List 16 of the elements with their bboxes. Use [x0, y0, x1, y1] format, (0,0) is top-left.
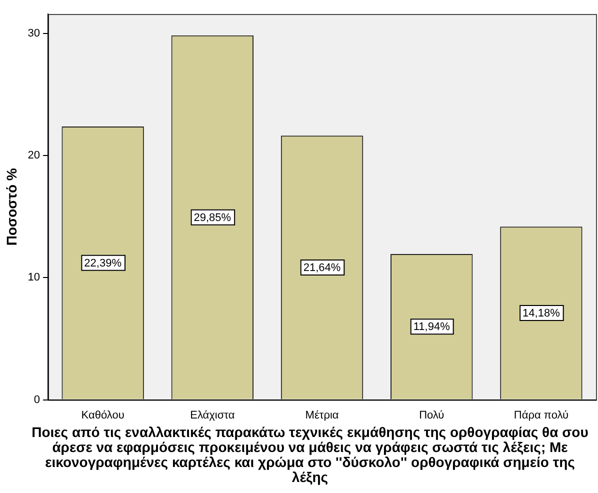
data-label: 29,85%	[194, 212, 232, 224]
data-label: 21,64%	[303, 262, 341, 274]
y-tick-label: 10	[28, 272, 40, 284]
x-tick-label: Πολύ	[419, 409, 444, 422]
y-tick-label: 20	[28, 150, 40, 162]
y-axis-title: Ποσοστό %	[3, 168, 20, 246]
data-label: 14,18%	[522, 308, 560, 320]
y-tick-label: 30	[28, 28, 40, 40]
x-tick-label: Καθόλου	[81, 409, 124, 422]
x-axis-title: Ποιες από τις εναλλακτικές παρακάτω τεχνικές εκμάθησης της ορθογραφίας θα σου άρεσε να εφαρμόσεις προκειμένου να μάθεις να γράφεις σωστά τις λέξεις; Με εικονογραφημένες καρτέλες και χρώμα στο ''δύσκολο'' ορθογραφικά σημείο της λέξης	[30, 424, 590, 485]
x-tick-label: Πάρα πολύ	[514, 409, 568, 422]
data-label: 11,94%	[413, 321, 450, 334]
x-tick-label: Μέτρια	[305, 409, 340, 422]
x-tick-label: Ελάχιστα	[190, 409, 236, 422]
y-tick-label: 0	[34, 394, 40, 406]
data-label: 22,39%	[84, 257, 122, 270]
